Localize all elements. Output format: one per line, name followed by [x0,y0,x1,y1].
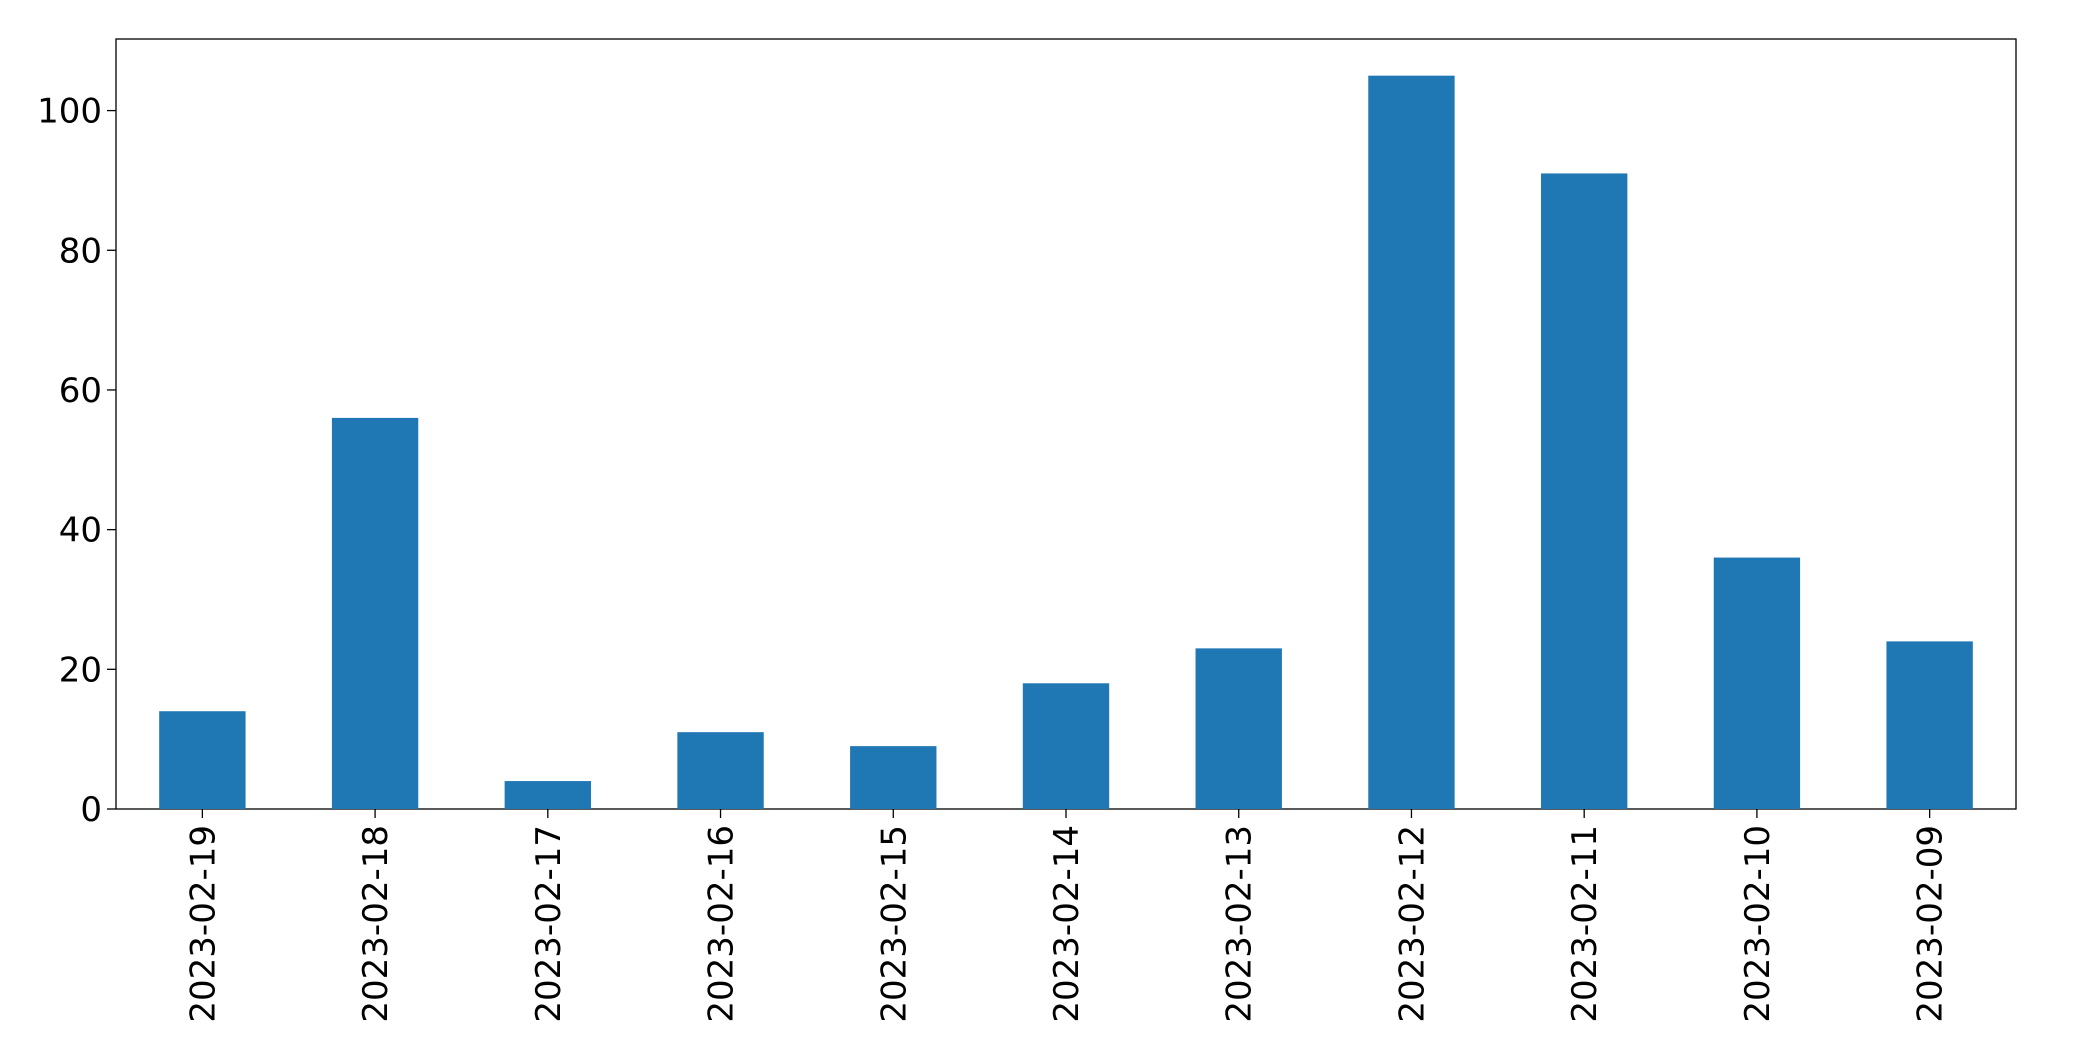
y-tick-label: 80 [59,231,102,271]
y-tick-label: 60 [59,371,102,411]
bar [1195,648,1282,809]
y-tick-label: 40 [59,511,102,551]
bar [331,417,419,809]
x-tick-label: 2023-02-12 [1392,825,1432,1023]
bar [1368,75,1455,809]
bar [1886,641,1973,809]
y-tick-label: 0 [80,790,102,830]
x-tick-label: 2023-02-17 [529,825,569,1023]
bar [1713,557,1801,809]
bar [504,781,591,809]
x-tick-label: 2023-02-18 [356,825,396,1023]
x-tick-label: 2023-02-14 [1047,825,1087,1023]
x-tick-label: 2023-02-09 [1911,825,1951,1023]
y-tick-label: 100 [37,92,102,132]
bar [1022,683,1110,809]
x-tick-label: 2023-02-16 [702,825,742,1023]
bar [1541,173,1628,809]
bar [159,711,246,809]
bar [850,746,937,809]
x-tick-label: 2023-02-19 [183,825,223,1023]
x-tick-label: 2023-02-15 [874,825,914,1023]
bar [677,732,764,809]
x-tick-label: 2023-02-11 [1565,825,1605,1023]
x-tick-label: 2023-02-10 [1738,825,1778,1023]
y-tick-label: 20 [59,650,102,690]
x-tick-label: 2023-02-13 [1220,825,1260,1023]
